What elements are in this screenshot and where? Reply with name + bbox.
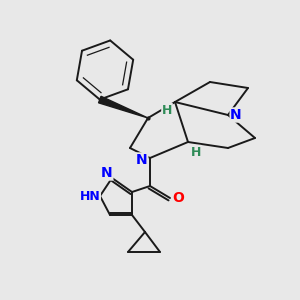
- Text: N: N: [230, 108, 242, 122]
- Text: N: N: [136, 153, 148, 167]
- Text: H: H: [162, 103, 172, 116]
- Polygon shape: [98, 96, 148, 118]
- Text: N: N: [101, 166, 113, 180]
- Text: O: O: [172, 191, 184, 205]
- Text: H: H: [191, 146, 201, 158]
- Text: HN: HN: [80, 190, 100, 202]
